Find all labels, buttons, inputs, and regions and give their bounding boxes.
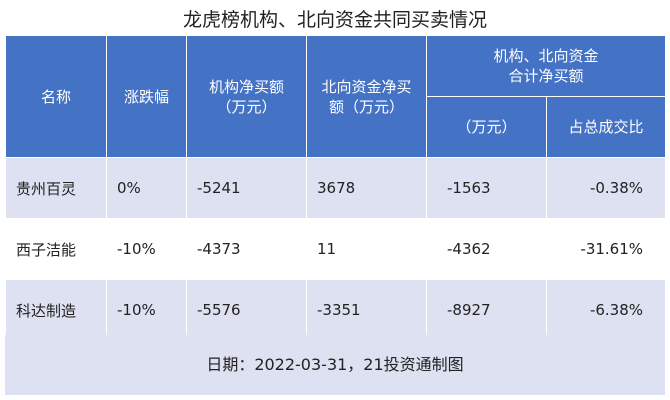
cell-north: 11: [306, 218, 427, 280]
cell-change: 0%: [106, 157, 187, 219]
col-header-combined: 机构、北向资金 合计净买额: [425, 35, 667, 97]
col-header-change: 涨跌幅: [106, 35, 187, 158]
col-header-combined-unit: （万元）: [426, 96, 547, 158]
table-row: 贵州百灵 0% -5241 3678 -1563 -0.38%: [5, 157, 667, 219]
table-title: 龙虎榜机构、北向资金共同买卖情况: [182, 9, 487, 31]
cell-inst: -4373: [186, 218, 307, 280]
cell-north: 3678: [306, 157, 427, 219]
inst-net-line1: 机构净买额: [208, 77, 284, 96]
table-row: 科达制造 -10% -5576 -3351 -8927 -6.38%: [5, 279, 667, 341]
combined-line2: 合计净买额: [508, 67, 584, 85]
cell-ratio: -6.38%: [545, 279, 667, 341]
inst-net-line2: （万元）: [216, 97, 277, 116]
table-row: 西子洁能 -10% -4373 11 -4362 -31.61%: [5, 218, 667, 280]
col-header-ratio: 占总成交比: [545, 96, 667, 158]
cell-combined: -4362: [426, 218, 547, 280]
cell-inst: -5576: [186, 279, 307, 341]
combined-line1: 机构、北向资金: [493, 47, 599, 65]
cell-inst: -5241: [186, 157, 307, 219]
cell-ratio: -0.38%: [545, 157, 667, 219]
cell-name: 西子洁能: [5, 218, 107, 280]
cell-change: -10%: [106, 279, 187, 341]
col-header-name: 名称: [5, 35, 107, 158]
north-net-line1: 北向资金净买: [321, 77, 412, 96]
footer-note: 日期：2022-03-31，21投资通制图: [5, 335, 665, 395]
cell-combined: -1563: [426, 157, 547, 219]
data-table: 名称 涨跌幅 机构净买额 （万元） 北向资金净买 额（万元） 机构、北向资金 合…: [5, 35, 667, 341]
cell-change: -10%: [106, 218, 187, 280]
cell-combined: -8927: [426, 279, 547, 341]
col-header-inst-net: 机构净买额 （万元）: [186, 35, 307, 158]
cell-name: 科达制造: [5, 279, 107, 341]
cell-north: -3351: [306, 279, 427, 341]
col-header-north-net: 北向资金净买 额（万元）: [306, 35, 427, 158]
cell-ratio: -31.61%: [545, 218, 667, 280]
north-net-line2: 额（万元）: [328, 97, 404, 116]
cell-name: 贵州百灵: [5, 157, 107, 219]
